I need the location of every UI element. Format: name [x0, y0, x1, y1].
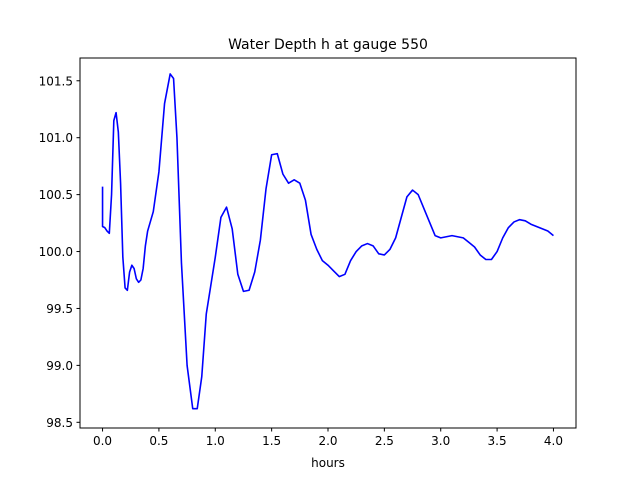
y-tick-label: 101.0 [39, 131, 73, 145]
x-axis-ticks: 0.0 0.5 1.0 1.5 2.0 2.5 3.0 3.5 4.0 [93, 428, 563, 448]
x-tick-label: 2.5 [375, 434, 394, 448]
y-tick-label: 100.5 [39, 188, 73, 202]
y-tick-label: 101.5 [39, 74, 73, 88]
x-tick-label: 0.0 [93, 434, 112, 448]
y-axis-ticks: 98.5 99.0 99.5 100.0 100.5 101.0 101.5 [39, 74, 80, 430]
x-tick-label: 1.5 [262, 434, 281, 448]
y-tick-label: 99.0 [46, 359, 73, 373]
x-tick-label: 0.5 [149, 434, 168, 448]
y-tick-label: 98.5 [46, 416, 73, 430]
x-tick-label: 1.0 [206, 434, 225, 448]
x-tick-label: 4.0 [544, 434, 563, 448]
x-axis-label: hours [311, 456, 345, 470]
y-tick-label: 100.0 [39, 245, 73, 259]
y-tick-label: 99.5 [46, 302, 73, 316]
x-tick-label: 2.0 [318, 434, 337, 448]
chart-title: Water Depth h at gauge 550 [228, 37, 428, 53]
plot-layer [101, 73, 554, 410]
x-tick-label: 3.5 [488, 434, 507, 448]
x-tick-label: 3.0 [431, 434, 450, 448]
series-line-0 [101, 73, 554, 410]
